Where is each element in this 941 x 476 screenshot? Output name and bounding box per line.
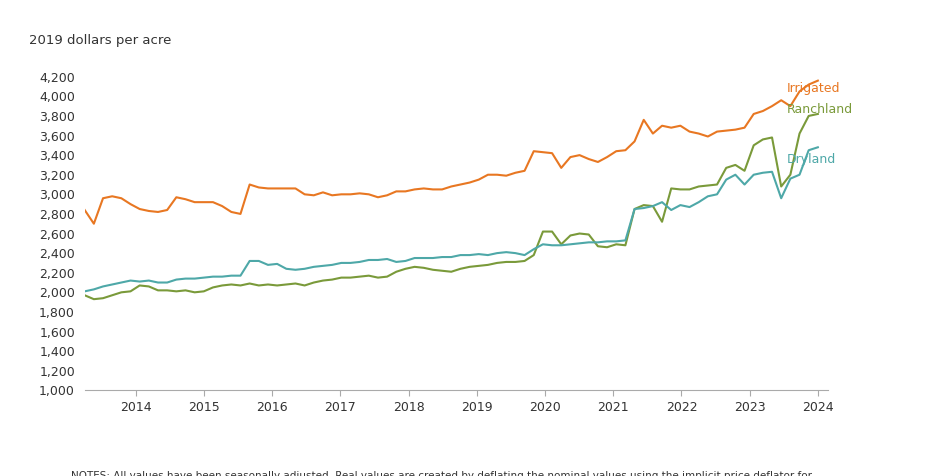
Dryland [675,202,686,208]
Irrigated [88,221,100,227]
Line: Ranchland: Ranchland [85,114,818,299]
Text: Ranchland: Ranchland [788,102,853,116]
Ranchland [491,260,502,266]
Ranchland [748,142,759,148]
Text: 2019 dollars per acre: 2019 dollars per acre [29,34,171,47]
Irrigated [547,150,558,156]
Line: Dryland: Dryland [85,147,818,291]
Irrigated [721,128,732,133]
Irrigated [491,172,502,178]
Irrigated [629,139,640,144]
Ranchland [721,165,732,171]
Dryland [79,288,90,294]
Dryland [812,144,823,150]
Text: Irrigated: Irrigated [788,82,840,95]
Dryland [620,238,631,243]
Ranchland [79,292,90,298]
Ranchland [684,187,695,192]
Ranchland [547,228,558,234]
Dryland [711,191,723,197]
Line: Irrigated: Irrigated [85,80,818,224]
Irrigated [748,111,759,117]
Irrigated [684,129,695,134]
Ranchland [812,111,823,117]
Text: Dryland: Dryland [788,152,837,166]
Dryland [483,252,494,258]
Ranchland [629,206,640,212]
Dryland [739,182,750,188]
Irrigated [812,78,823,83]
Dryland [537,241,549,247]
Ranchland [88,297,100,302]
Irrigated [79,207,90,213]
Text: NOTES: All values have been seasonally adjusted. Real values are created by defl: NOTES: All values have been seasonally a… [71,471,811,476]
